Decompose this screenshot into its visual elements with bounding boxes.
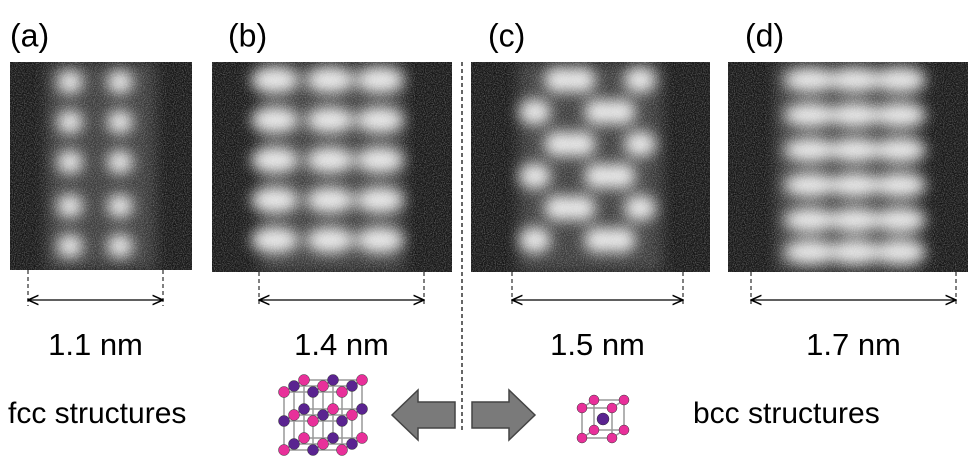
atom (347, 439, 358, 450)
micrograph (10, 62, 192, 270)
figure: fcc structures bcc structures (a) 1.1 nm (… (0, 0, 978, 461)
atom (318, 381, 329, 392)
fcc-label: fcc structures (8, 397, 186, 430)
atom (299, 433, 310, 444)
atom (347, 410, 358, 421)
micrograph (212, 62, 452, 272)
fcc-cube (279, 375, 368, 456)
arrow-right (472, 390, 535, 440)
atom (589, 395, 599, 405)
atom (337, 445, 348, 456)
atom (318, 439, 329, 450)
atom (619, 395, 629, 405)
atom (279, 445, 290, 456)
atom (289, 439, 300, 450)
width-label: 1.5 nm (550, 327, 645, 362)
width-label: 1.7 nm (806, 327, 901, 362)
atom (328, 433, 339, 444)
atom (357, 433, 368, 444)
atom (289, 410, 300, 421)
atom (357, 375, 368, 386)
panel-label: (b) (228, 17, 267, 53)
atom (337, 416, 348, 427)
atom (347, 381, 358, 392)
noise (212, 62, 452, 272)
noise (728, 62, 968, 272)
micrograph (471, 62, 710, 272)
atom (308, 416, 319, 427)
noise (471, 62, 710, 272)
panel-label: (d) (745, 17, 784, 53)
atom (308, 445, 319, 456)
atom (619, 425, 629, 435)
atom (357, 404, 368, 415)
atom (289, 381, 300, 392)
atom (577, 433, 587, 443)
atom (597, 413, 609, 425)
atom (589, 425, 599, 435)
atom (299, 375, 310, 386)
atom (308, 387, 319, 398)
width-label: 1.1 nm (48, 327, 143, 362)
width-label: 1.4 nm (294, 327, 389, 362)
atom (279, 416, 290, 427)
atom (607, 433, 617, 443)
atom (318, 410, 329, 421)
atom (328, 404, 339, 415)
bcc-cube (577, 395, 629, 443)
atom (577, 403, 587, 413)
noise (10, 62, 192, 270)
micrograph (728, 62, 968, 272)
panel-label: (c) (488, 17, 525, 53)
arrow-left (392, 390, 455, 440)
atom (279, 387, 290, 398)
atom (607, 403, 617, 413)
panel-label: (a) (10, 17, 49, 53)
atom (328, 375, 339, 386)
atom (337, 387, 348, 398)
atom (299, 404, 310, 415)
bcc-label: bcc structures (693, 397, 880, 430)
